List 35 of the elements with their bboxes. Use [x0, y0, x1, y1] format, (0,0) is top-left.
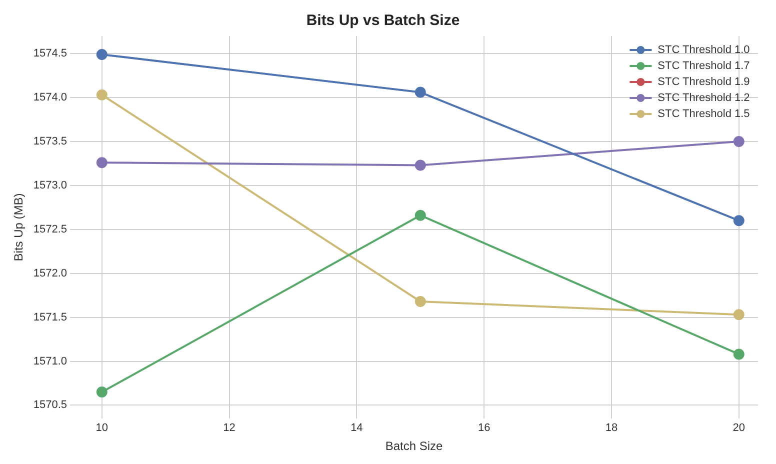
y-axis-title: Bits Up (MB)	[12, 193, 26, 262]
point	[733, 215, 744, 226]
y-tick-label: 1571.0	[33, 355, 68, 368]
x-tick-label: 14	[350, 422, 363, 434]
x-tick-label: 16	[478, 422, 490, 434]
y-tick-label: 1572.5	[33, 223, 68, 236]
x-tick-label: 12	[223, 422, 236, 434]
point	[96, 386, 108, 398]
legend-label: STC Threshold 1.9	[658, 76, 750, 88]
legend-label: STC Threshold 1.0	[658, 44, 750, 56]
legend-label: STC Threshold 1.5	[658, 108, 750, 120]
chart-title: Bits Up vs Batch Size	[306, 12, 460, 30]
legend-label: STC Threshold 1.2	[658, 92, 750, 104]
point	[96, 48, 108, 60]
y-tick-label: 1573.0	[33, 179, 68, 192]
legend-label: STC Threshold 1.7	[658, 60, 750, 72]
point	[414, 86, 426, 98]
x-tick-label: 20	[732, 422, 746, 434]
point	[733, 348, 744, 360]
point	[733, 309, 744, 320]
y-tick-label: 1573.5	[33, 136, 68, 148]
y-tick-label: 1572.0	[33, 267, 68, 280]
y-tick-label: 1574.5	[33, 48, 68, 60]
x-tick-label: 10	[96, 422, 108, 434]
y-tick-label: 1571.5	[33, 311, 68, 324]
point	[414, 160, 426, 171]
y-tick-label: 1570.5	[33, 399, 68, 412]
point	[96, 89, 108, 100]
point	[96, 157, 108, 168]
point	[733, 136, 744, 147]
y-tick-label: 1574.0	[33, 92, 68, 104]
x-tick-label: 18	[605, 422, 618, 434]
point	[414, 210, 426, 221]
x-axis-title: Batch Size	[385, 439, 444, 454]
point	[414, 296, 426, 307]
